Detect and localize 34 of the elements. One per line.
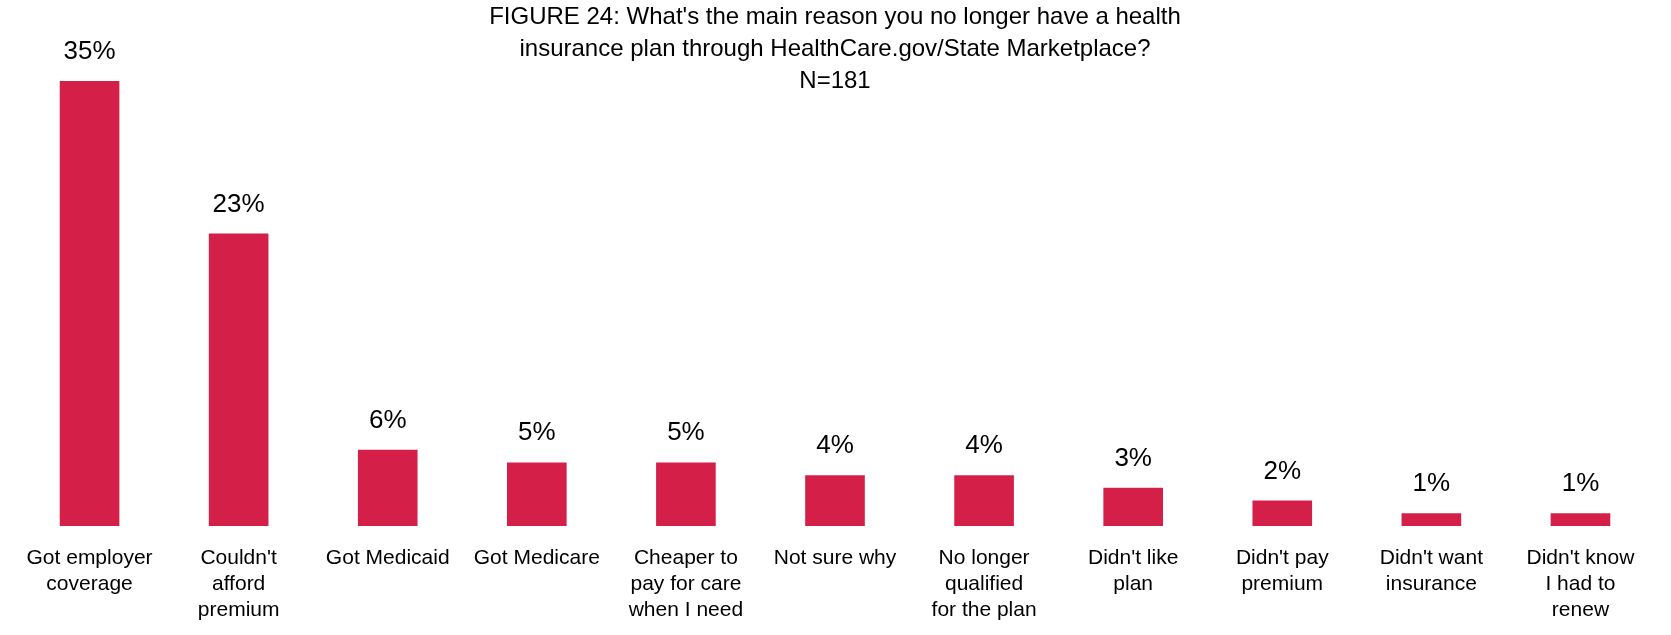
bar <box>59 81 120 526</box>
x-tick-label: Couldn't afford premium <box>197 544 280 620</box>
bar <box>1252 500 1313 526</box>
data-label: 23% <box>212 187 265 218</box>
bar <box>1103 487 1163 526</box>
x-tick-label: Not sure why <box>773 544 897 568</box>
data-label: 1% <box>1412 467 1451 498</box>
data-label: 1% <box>1561 467 1600 498</box>
data-label: 6% <box>368 403 407 434</box>
bar <box>1401 513 1462 526</box>
x-tick-label: Got Medicaid <box>325 544 450 568</box>
bar <box>1550 513 1611 526</box>
bar <box>954 475 1014 526</box>
bar <box>357 449 418 526</box>
bar <box>656 462 716 526</box>
data-label: 5% <box>667 416 705 447</box>
x-tick-label: Didn't like plan <box>1087 544 1179 594</box>
x-tick-label: Didn't pay premium <box>1235 544 1330 594</box>
data-label: 2% <box>1263 454 1302 485</box>
x-tick-label: Got employer coverage <box>26 544 153 594</box>
x-tick-label: No longer qualified for the plan <box>931 544 1037 620</box>
x-tick-label: Didn't want insurance <box>1379 544 1484 594</box>
x-tick-label: Didn't know I had to renew <box>1526 544 1636 620</box>
data-label: 3% <box>1114 441 1152 472</box>
bar <box>208 233 269 526</box>
bar <box>507 462 567 526</box>
data-label: 4% <box>965 429 1003 460</box>
chart-title: FIGURE 24: What's the main reason you no longer have a health insurance plan through HealthCare.gov/State Marketplace? N=181 <box>489 2 1181 93</box>
data-label: 5% <box>518 416 556 447</box>
data-label: 4% <box>816 429 854 460</box>
data-label: 35% <box>63 35 116 65</box>
bar <box>805 475 865 526</box>
x-tick-label: Got Medicare <box>473 544 600 568</box>
x-tick-label: Cheaper to pay for care when I need <box>627 544 744 620</box>
